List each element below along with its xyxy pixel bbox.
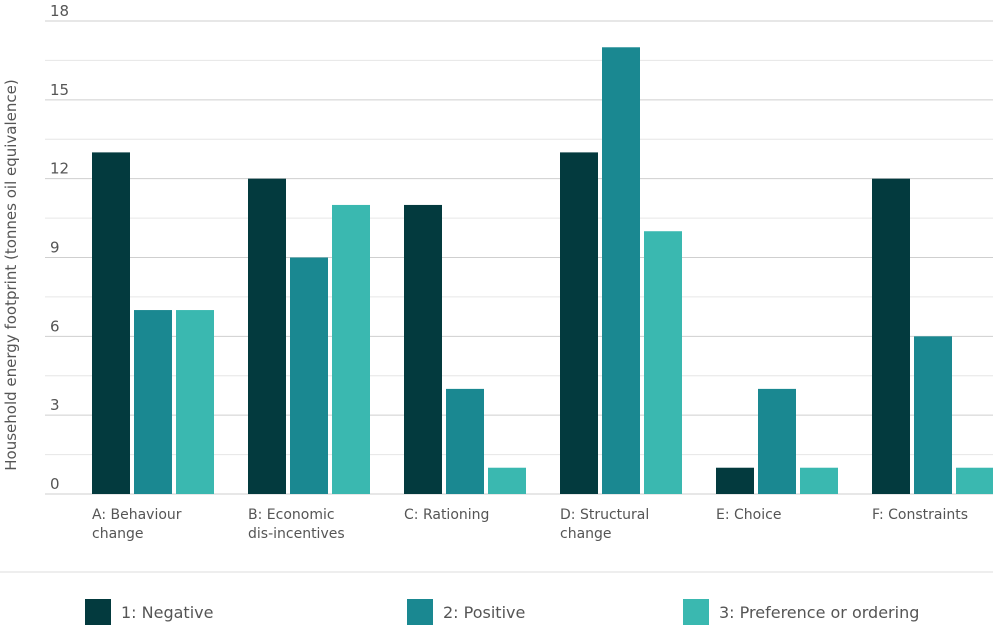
bars — [92, 47, 993, 495]
bar-2-1 — [248, 178, 286, 494]
bar-3-1 — [404, 204, 442, 494]
y-axis-ticks: 0 3 6 9 12 15 18 — [50, 2, 69, 493]
bar-2-2 — [290, 257, 328, 494]
bar-4-3 — [644, 231, 682, 494]
x-tick-label: A: Behaviour change — [92, 507, 182, 542]
legend-label: 3: Preference or ordering — [719, 603, 919, 622]
bar-1-2 — [134, 310, 172, 494]
bar-3-3 — [488, 467, 526, 494]
y-tick-label: 0 — [50, 475, 60, 493]
legend-swatch — [407, 599, 433, 625]
x-tick-label: B: Economic dis-incentives — [248, 507, 345, 542]
y-tick-label: 12 — [50, 160, 69, 178]
x-tick-label: D: Structural change — [560, 507, 649, 542]
y-tick-label: 3 — [50, 396, 60, 414]
y-axis-label: Household energy footprint (tonnes oil e… — [2, 79, 20, 470]
bar-1-1 — [92, 152, 130, 494]
x-tick-label: E: Choice — [716, 507, 781, 523]
x-axis-ticks: A: Behaviour change B: Economic dis-incenti… — [92, 507, 968, 542]
bar-5-3 — [800, 467, 838, 494]
bar-1-3 — [176, 310, 214, 494]
bar-5-1 — [716, 467, 754, 494]
y-tick-label: 18 — [50, 2, 69, 20]
bar-6-2 — [914, 336, 952, 494]
legend-label: 1: Negative — [121, 603, 213, 622]
y-tick-label: 9 — [50, 239, 60, 257]
bar-3-2 — [446, 388, 484, 494]
bar-5-2 — [758, 388, 796, 494]
bar-6-1 — [872, 178, 910, 494]
x-tick-label: C: Rationing — [404, 507, 489, 523]
y-tick-label: 15 — [50, 81, 69, 99]
legend-swatch — [683, 599, 709, 625]
legend-swatch — [85, 599, 111, 625]
bar-2-3 — [332, 204, 370, 494]
legend: 1: Negative 2: Positive 3: Preference or o… — [85, 599, 919, 625]
bar-6-3 — [956, 467, 993, 494]
bar-4-1 — [560, 152, 598, 494]
y-tick-label: 6 — [50, 317, 60, 335]
x-tick-label: F: Constraints — [872, 507, 968, 523]
bar-4-2 — [602, 47, 640, 495]
legend-label: 2: Positive — [443, 603, 525, 622]
